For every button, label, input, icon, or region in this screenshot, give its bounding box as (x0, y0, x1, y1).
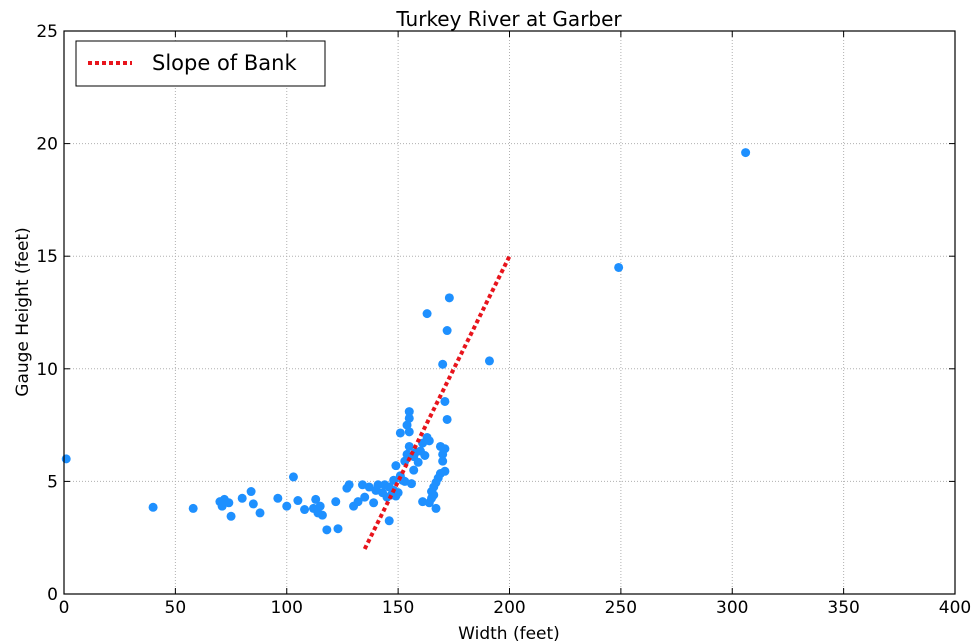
data-point (282, 501, 292, 511)
data-point (444, 293, 454, 303)
x-tick-label: 50 (165, 598, 187, 618)
y-tick-label: 20 (36, 135, 58, 155)
data-point (406, 479, 416, 489)
data-point (418, 497, 428, 507)
data-point (248, 499, 258, 509)
legend: Slope of Bank (75, 40, 326, 87)
data-point (413, 457, 423, 467)
data-point (442, 414, 452, 424)
data-point (255, 508, 265, 518)
data-point (360, 492, 370, 502)
data-point (442, 326, 452, 336)
data-point (614, 262, 624, 272)
data-point (293, 496, 303, 506)
x-tick-label: 100 (271, 598, 303, 618)
data-point (438, 456, 448, 466)
data-point (237, 493, 247, 503)
data-point (224, 498, 234, 508)
data-point (344, 480, 354, 490)
data-point (431, 503, 441, 513)
data-point (273, 493, 283, 503)
x-tick-label: 0 (59, 598, 70, 618)
data-point (300, 505, 310, 515)
data-point (409, 465, 419, 475)
axis-ticks: 0 50 100 150 200 250 300 350 400 0 5 10 15 20 25 (36, 22, 971, 618)
data-point (484, 356, 494, 366)
data-point (440, 466, 450, 476)
data-point (404, 413, 414, 423)
data-point (188, 503, 198, 513)
y-tick-label: 15 (36, 247, 58, 267)
data-point (440, 444, 450, 454)
data-point (429, 490, 439, 500)
x-tick-label: 200 (493, 598, 525, 618)
legend-label-slope-of-bank: Slope of Bank (152, 51, 297, 75)
slope-of-bank-line (362, 255, 512, 550)
x-tick-label: 250 (605, 598, 637, 618)
grid (64, 31, 955, 594)
y-tick-label: 5 (47, 472, 58, 492)
x-tick-label: 350 (827, 598, 859, 618)
data-point (288, 472, 298, 482)
data-point (741, 148, 751, 158)
data-point (438, 359, 448, 369)
x-tick-label: 400 (939, 598, 971, 618)
data-point (391, 461, 401, 471)
x-tick-label: 150 (382, 598, 414, 618)
y-tick-label: 10 (36, 360, 58, 380)
data-point (420, 451, 430, 461)
chart-title: Turkey River at Garber (395, 7, 622, 31)
data-point (61, 454, 71, 464)
plot-series (61, 148, 751, 550)
data-point (322, 525, 332, 535)
data-point (246, 487, 256, 497)
data-point (333, 524, 343, 534)
data-point (395, 428, 405, 438)
y-axis-label: Gauge Height (feet) (13, 227, 33, 396)
data-point (353, 497, 363, 507)
y-tick-label: 0 (47, 585, 58, 605)
data-point (317, 510, 327, 520)
data-point (404, 441, 414, 451)
data-point (148, 502, 158, 512)
data-point (331, 497, 341, 507)
data-point (424, 436, 434, 446)
y-tick-label: 25 (36, 22, 58, 42)
data-point (404, 427, 414, 437)
data-point (311, 494, 321, 504)
data-point (226, 511, 236, 521)
data-point (422, 309, 432, 319)
data-point (384, 516, 394, 526)
data-point (373, 480, 383, 490)
data-point (440, 396, 450, 406)
data-point (364, 482, 374, 492)
data-point (402, 420, 412, 430)
data-point (369, 498, 379, 508)
data-point (315, 501, 325, 511)
x-axis-label: Width (feet) (458, 624, 560, 644)
data-point (404, 407, 414, 417)
x-tick-label: 300 (716, 598, 748, 618)
data-point (217, 501, 227, 511)
